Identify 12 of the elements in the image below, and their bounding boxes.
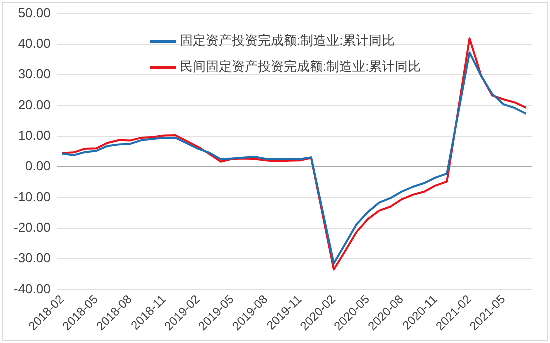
y-tick-label: -20.00: [14, 220, 51, 235]
y-tick-label: 50.00: [18, 5, 51, 20]
y-tick-label: 40.00: [18, 36, 51, 52]
y-tick-label: -40.00: [14, 281, 51, 296]
y-tick-label: -30.00: [14, 250, 51, 266]
y-tick-label: 0.00: [26, 158, 51, 174]
y-tick-label: 10.00: [18, 128, 51, 143]
y-tick-label: 30.00: [18, 66, 51, 82]
legend-label: 固定资产投资完成额:制造业:累计同比: [180, 32, 396, 50]
y-tick-label: 20.00: [18, 97, 51, 112]
legend-label: 民间固定资产投资完成额:制造业:累计同比: [180, 58, 422, 76]
y-tick-label: -10.00: [14, 189, 51, 204]
